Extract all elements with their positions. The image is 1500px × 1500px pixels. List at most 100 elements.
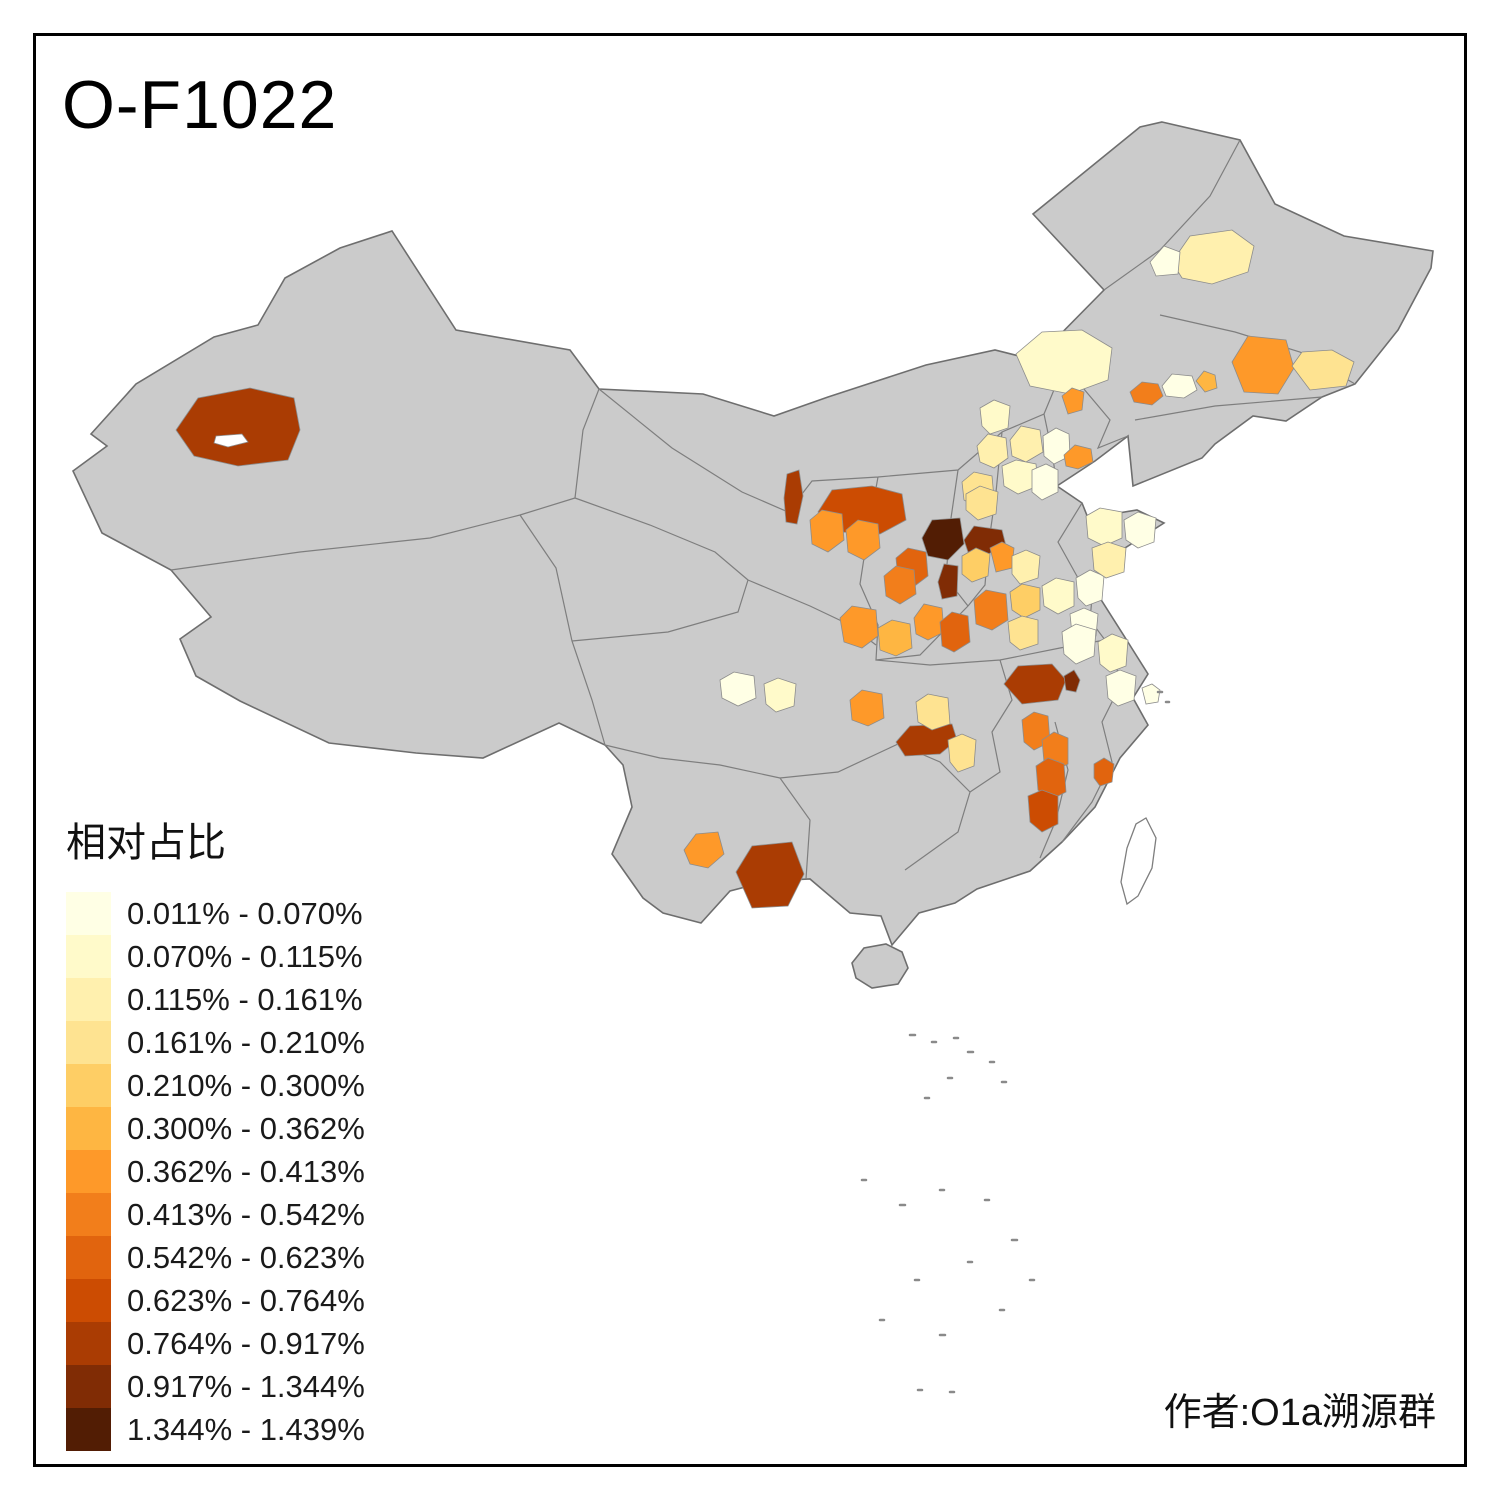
prefecture-enclave: [213, 433, 249, 448]
legend-row: 1.344% - 1.439%: [66, 1408, 365, 1451]
legend-label: 0.917% - 1.344%: [127, 1368, 365, 1404]
prefecture-region: [1027, 789, 1059, 833]
legend-title: 相对占比: [66, 821, 226, 865]
prefecture-region: [1291, 349, 1355, 391]
prefecture-region: [1097, 633, 1129, 673]
legend-row: 0.070% - 0.115%: [66, 935, 365, 978]
legend-label: 0.070% - 0.115%: [127, 938, 363, 974]
prefecture-region: [719, 671, 757, 707]
prefecture-region: [175, 387, 301, 467]
prefecture-region: [1041, 577, 1075, 615]
prefecture-region: [783, 469, 804, 525]
prefecture-region: [1063, 669, 1081, 693]
legend-swatch: [66, 1279, 111, 1322]
prefecture-region: [1011, 549, 1041, 585]
landmass-group: [71, 121, 1434, 989]
prefecture-region: [1093, 757, 1115, 787]
legend-swatch: [66, 1107, 111, 1150]
legend-swatch: [66, 1150, 111, 1193]
paracel-islands-specks: [908, 1033, 1008, 1100]
prefecture-region: [1063, 444, 1094, 470]
legend-row: 0.115% - 0.161%: [66, 978, 365, 1021]
prefecture-region: [937, 563, 959, 600]
coastal-islets-specks: [1156, 690, 1171, 704]
prefecture-region: [1085, 507, 1123, 547]
prefecture-region: [1007, 615, 1039, 651]
legend-swatch: [66, 935, 111, 978]
prefecture-region: [839, 605, 879, 649]
legend-swatch: [66, 978, 111, 1021]
south-china-sea-islands: [860, 690, 1171, 1394]
legend-row: 0.764% - 0.917%: [66, 1322, 365, 1365]
legend-label: 1.344% - 1.439%: [127, 1411, 365, 1447]
prefecture-region: [735, 841, 805, 909]
prefecture-region: [1161, 373, 1198, 399]
prefecture-region: [973, 589, 1009, 631]
prefecture-region: [1009, 583, 1041, 619]
prefecture-region: [1171, 229, 1255, 285]
legend-row: 0.542% - 0.623%: [66, 1236, 365, 1279]
prefecture-region: [1123, 511, 1157, 549]
legend-row: 0.362% - 0.413%: [66, 1150, 365, 1193]
legend-row: 0.917% - 1.344%: [66, 1365, 365, 1408]
prefecture-region: [947, 733, 977, 773]
prefecture-region: [921, 517, 965, 561]
prefecture-region: [1075, 569, 1105, 607]
legend-swatch: [66, 1236, 111, 1279]
legend-row: 0.413% - 0.542%: [66, 1193, 365, 1236]
legend-label: 0.161% - 0.210%: [127, 1024, 365, 1060]
prefecture-region: [1129, 381, 1164, 406]
legend-swatch: [66, 1064, 111, 1107]
prefecture-region: [1091, 541, 1127, 579]
prefecture-region: [763, 677, 797, 713]
prefecture-region: [915, 693, 951, 731]
legend-label: 0.210% - 0.300%: [127, 1067, 365, 1103]
legend-row: 0.011% - 0.070%: [66, 892, 365, 935]
legend-row: 0.623% - 0.764%: [66, 1279, 365, 1322]
legend-swatch: [66, 1021, 111, 1064]
legend-row: 0.210% - 0.300%: [66, 1064, 365, 1107]
legend-label: 0.764% - 0.917%: [127, 1325, 365, 1361]
prefecture-region: [809, 509, 845, 553]
prefecture-region: [845, 519, 881, 561]
legend-label: 0.413% - 0.542%: [127, 1196, 365, 1232]
page-title: O-F1022: [62, 67, 338, 143]
prefecture-region: [877, 619, 913, 657]
prefecture-region: [1035, 757, 1067, 801]
prefecture-region: [965, 485, 999, 521]
legend-swatch: [66, 1193, 111, 1236]
legend-swatch: [66, 1322, 111, 1365]
prefecture-region: [976, 433, 1009, 469]
hainan-island: [851, 943, 909, 989]
legend-label: 0.115% - 0.161%: [127, 981, 363, 1017]
prefecture-region: [849, 689, 885, 727]
legend-label: 0.542% - 0.623%: [127, 1239, 365, 1275]
prefecture-region: [1061, 623, 1097, 665]
prefecture-region: [979, 399, 1011, 435]
prefecture-region: [1015, 329, 1113, 395]
legend-label: 0.011% - 0.070%: [127, 895, 363, 931]
prefecture-region: [1031, 463, 1059, 501]
author-credit: 作者:O1a溯源群: [1163, 1392, 1436, 1434]
prefecture-region: [1149, 245, 1181, 277]
legend-swatch: [66, 1365, 111, 1408]
legend-row: 0.161% - 0.210%: [66, 1021, 365, 1064]
legend-label: 0.300% - 0.362%: [127, 1110, 365, 1146]
prefecture-region: [1195, 370, 1218, 393]
legend: 相对占比 0.011% - 0.070% 0.070% - 0.115% 0.1…: [66, 810, 365, 1451]
prefecture-regions: [175, 229, 1355, 909]
prefecture-region: [939, 611, 971, 653]
spratly-islands-specks: [860, 1178, 1036, 1394]
taiwan-island: [1120, 817, 1157, 906]
legend-label: 0.362% - 0.413%: [127, 1153, 365, 1189]
prefecture-region: [1141, 683, 1161, 705]
prefecture-region: [961, 547, 991, 583]
legend-row: 0.300% - 0.362%: [66, 1107, 365, 1150]
prefecture-region: [1061, 387, 1085, 415]
prefecture-region: [1105, 669, 1137, 707]
china-mainland: [71, 121, 1434, 947]
legend-swatch: [66, 892, 111, 935]
prefecture-region: [1009, 425, 1044, 463]
prefecture-region: [883, 565, 917, 605]
